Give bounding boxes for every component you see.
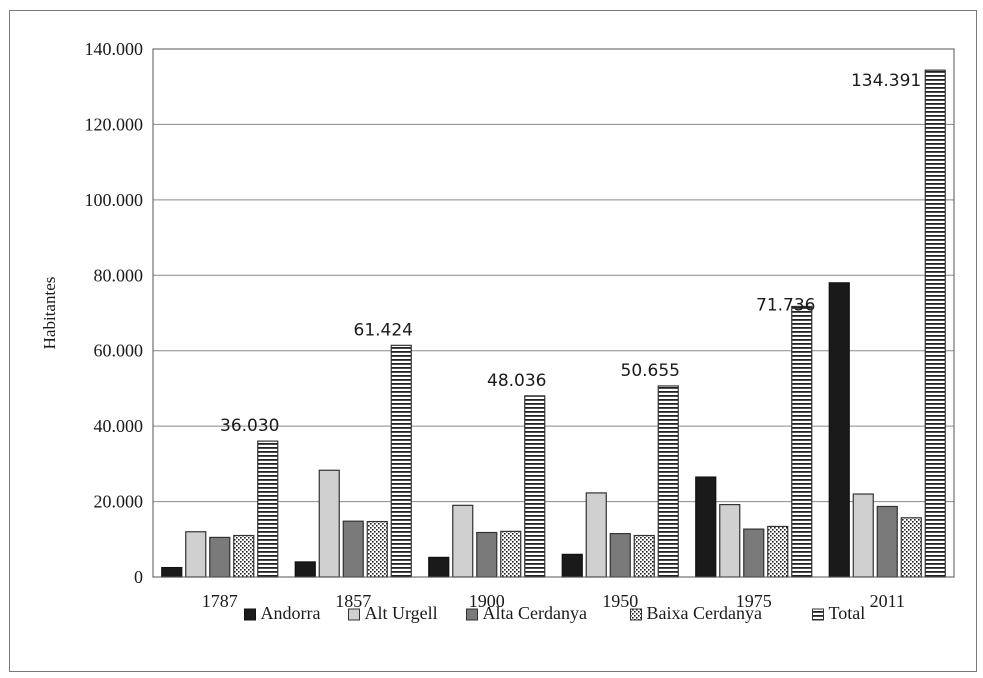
bar-andorra-1950 — [561, 553, 583, 578]
bar-baixa-cerdanya-2011 — [900, 517, 922, 578]
bar-andorra-1975 — [695, 476, 717, 578]
data-label-total-1787: 36.030 — [220, 416, 279, 436]
legend-swatch — [812, 608, 824, 621]
chart-frame: 36.030 61.424 48.036 50.655 71.736 134.391 0 2… — [9, 10, 977, 672]
bar-alt-urgell-1975 — [719, 503, 741, 578]
y-tick-label: 20.000 — [94, 492, 144, 512]
legend-swatch — [466, 608, 478, 621]
data-label-total-1975: 71.736 — [756, 295, 815, 315]
bar-total-1975 — [791, 305, 813, 578]
y-axis-title: Habitantes — [40, 277, 59, 350]
y-tick-label: 40.000 — [94, 416, 144, 436]
bar-andorra-1857 — [294, 561, 316, 578]
legend-item-alt-urgell: Alt Urgell — [348, 603, 438, 623]
bar-alt-urgell-1900 — [452, 504, 474, 578]
data-label-total-1950: 50.655 — [621, 361, 680, 381]
legend-label: Alta Cerdanya — [483, 603, 587, 623]
y-tick-label: 80.000 — [94, 265, 144, 285]
bar-andorra-2011 — [828, 282, 850, 578]
data-label-total-2011: 134.391 — [851, 71, 921, 91]
bar-alta-cerdanya-1950 — [609, 533, 631, 578]
bar-andorra-1787 — [161, 566, 183, 578]
bar-total-1857 — [390, 344, 412, 578]
x-tick-label: 1950 — [602, 591, 638, 611]
y-tick-label: 120.000 — [85, 114, 144, 134]
bar-alta-cerdanya-1857 — [342, 520, 364, 578]
legend-label: Total — [829, 603, 866, 623]
y-tick-label: 100.000 — [85, 190, 144, 210]
legend-label: Alt Urgell — [365, 603, 438, 623]
x-tick-label: 1857 — [335, 591, 371, 611]
bar-alt-urgell-1857 — [318, 469, 340, 578]
data-label-total-1857: 61.424 — [354, 320, 413, 340]
x-tick-label: 2011 — [870, 591, 905, 611]
plot-area-border — [152, 48, 955, 578]
legend-item-alta-cerdanya: Alta Cerdanya — [466, 603, 587, 623]
legend-swatch — [630, 608, 642, 621]
bar-alt-urgell-1787 — [185, 531, 207, 578]
x-tick-label: 1787 — [202, 591, 238, 611]
data-labels: 36.030 61.424 48.036 50.655 71.736 134.391 — [220, 71, 921, 436]
legend-item-total: Total — [812, 603, 866, 623]
bar-andorra-1900 — [428, 556, 450, 578]
bar-baixa-cerdanya-1857 — [366, 520, 388, 578]
bar-baixa-cerdanya-1787 — [233, 534, 255, 578]
legend-label: Andorra — [261, 603, 321, 623]
legend-swatch — [348, 608, 360, 621]
bars — [161, 69, 946, 578]
axes: 0 20.000 40.000 60.000 80.000 100.000 120.000 1… — [40, 39, 955, 611]
bar-baixa-cerdanya-1900 — [500, 530, 522, 578]
y-tick-label: 60.000 — [94, 341, 144, 361]
bar-alta-cerdanya-1787 — [209, 536, 231, 578]
bar-alta-cerdanya-1900 — [476, 531, 498, 578]
bar-baixa-cerdanya-1950 — [633, 534, 655, 578]
bar-total-1950 — [657, 385, 679, 578]
x-tick-label: 1975 — [736, 591, 772, 611]
legend-item-baixa-cerdanya: Baixa Cerdanya — [630, 603, 762, 623]
bar-total-1900 — [524, 395, 546, 578]
bar-alt-urgell-1950 — [585, 492, 607, 578]
data-label-total-1900: 48.036 — [487, 371, 546, 391]
bar-total-1787 — [257, 440, 279, 578]
bar-alta-cerdanya-1975 — [743, 528, 765, 578]
bar-alta-cerdanya-2011 — [876, 505, 898, 578]
bar-alt-urgell-2011 — [852, 493, 874, 578]
bar-baixa-cerdanya-1975 — [767, 525, 789, 578]
bar-total-2011 — [924, 69, 946, 578]
legend-label: Baixa Cerdanya — [647, 603, 762, 623]
y-tick-label: 140.000 — [85, 39, 144, 59]
legend-swatch — [244, 608, 256, 621]
legend: Andorra Alt Urgell Alta Cerdanya Baixa Cerd… — [244, 603, 866, 623]
bar-chart: 36.030 61.424 48.036 50.655 71.736 134.391 0 2… — [40, 39, 955, 623]
legend-item-andorra: Andorra — [244, 603, 321, 623]
x-tick-label: 1900 — [469, 591, 505, 611]
y-tick-label: 0 — [134, 567, 143, 587]
